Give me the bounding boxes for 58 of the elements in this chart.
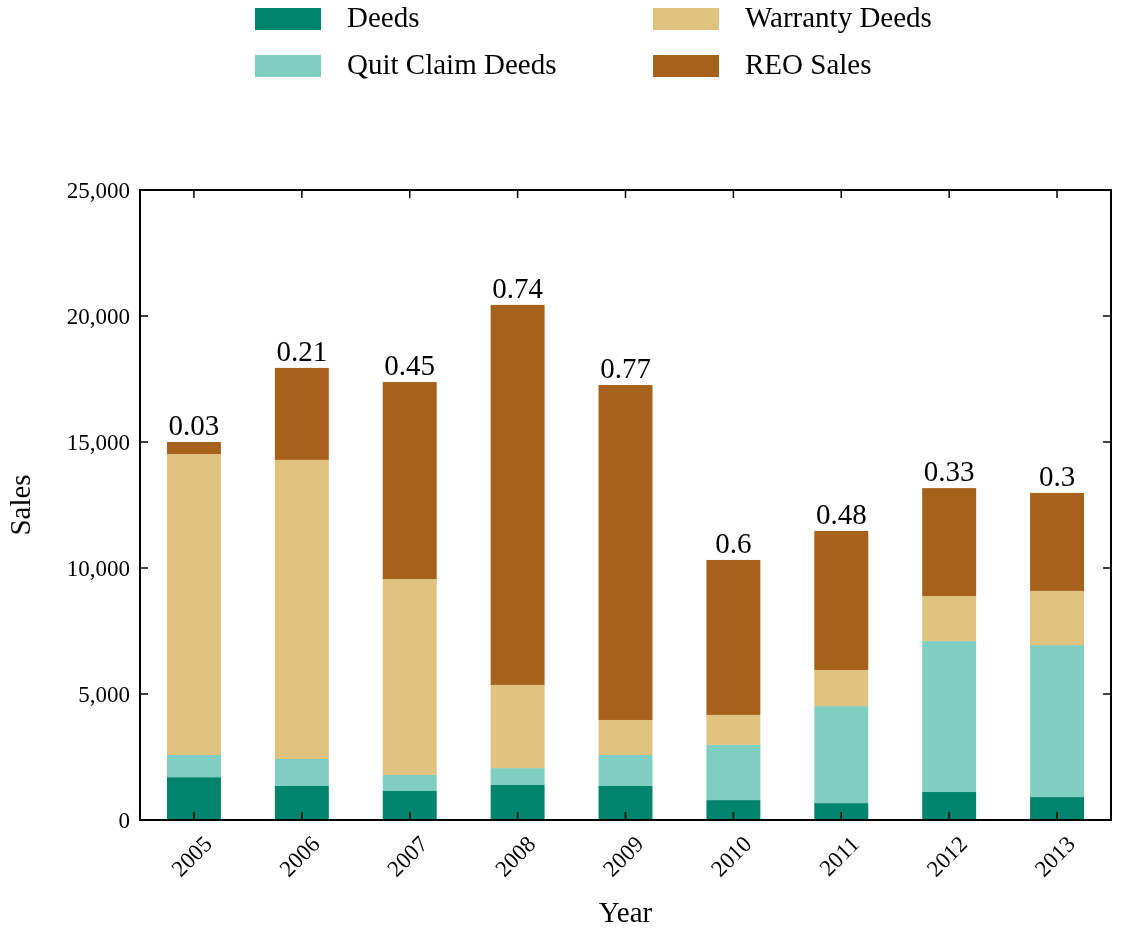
annotation: 0.6: [715, 526, 752, 559]
legend-label: Warranty Deeds: [745, 1, 932, 33]
bar: [706, 714, 761, 745]
bar: [1030, 797, 1085, 820]
annotation: 0.77: [600, 352, 651, 385]
annotation: 0.48: [815, 497, 867, 530]
bar: [490, 784, 545, 820]
bar: [922, 488, 977, 596]
bar: [382, 579, 437, 775]
annotation: 0.74: [492, 271, 544, 304]
bar: [166, 454, 221, 755]
bar: [274, 759, 329, 786]
bar: [706, 744, 761, 801]
y-tick-label: 0: [118, 808, 130, 834]
bar: [166, 442, 221, 455]
bar: [706, 800, 761, 820]
y-axis-title: Sales: [4, 474, 36, 536]
x-tick-label: 2011: [814, 831, 865, 881]
bar: [382, 774, 437, 792]
bar: [490, 684, 545, 769]
y-tick-label: 25,000: [66, 178, 130, 204]
legend-label: Deeds: [347, 1, 420, 33]
bar: [814, 530, 869, 671]
bar: [490, 768, 545, 785]
bar: [598, 385, 653, 720]
annotation: 0.3: [1038, 459, 1076, 492]
legend-label: REO Sales: [745, 48, 872, 80]
annotation: 0.33: [923, 455, 975, 488]
bar: [598, 785, 653, 820]
bar: [166, 754, 221, 778]
bar: [706, 559, 761, 715]
bar: [922, 792, 977, 820]
y-tick-label: 15,000: [66, 430, 130, 456]
bar: [1030, 492, 1085, 591]
bar: [814, 803, 869, 820]
legend-label: Quit Claim Deeds: [347, 48, 557, 80]
annotation: 0.03: [168, 409, 220, 441]
y-tick-label: 10,000: [66, 556, 130, 582]
bar: [382, 382, 437, 580]
bar: [490, 304, 545, 685]
bar: [274, 367, 329, 460]
bar: [814, 670, 869, 707]
bar: [598, 719, 653, 755]
bar: [274, 785, 329, 820]
bar: [1030, 590, 1085, 646]
bar: [922, 641, 977, 793]
x-axis-title: Year: [598, 896, 653, 928]
annotation: 0.45: [384, 349, 436, 382]
y-tick-label: 5,000: [78, 682, 130, 708]
y-tick-label: 20,000: [66, 304, 130, 330]
bar: [1030, 645, 1085, 798]
bar: [814, 706, 869, 804]
bar: [598, 754, 653, 786]
annotation: 0.21: [276, 334, 328, 367]
bar: [166, 777, 221, 820]
bar: [274, 459, 329, 760]
bar: [382, 791, 437, 820]
bar: [922, 595, 977, 642]
